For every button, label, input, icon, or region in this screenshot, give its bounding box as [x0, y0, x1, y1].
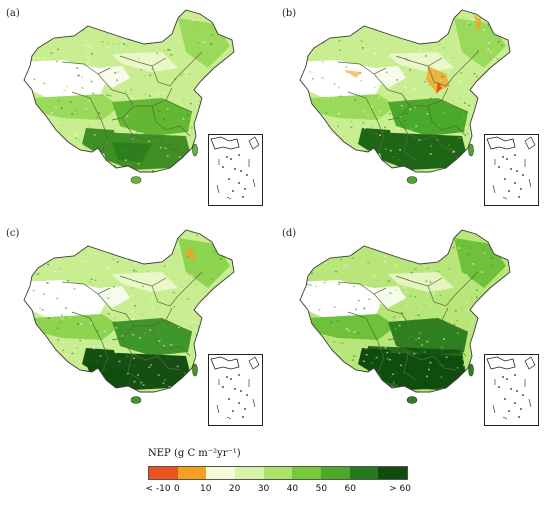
map-panel-b: (b): [278, 2, 548, 212]
china-nep-map: [23, 9, 235, 184]
legend-tick-label: 50: [315, 484, 328, 494]
panel-label-c: (c): [6, 228, 20, 239]
legend-tick-label: < -10: [145, 484, 171, 494]
legend-tick-label: 60: [344, 484, 356, 494]
legend-swatch-2: [206, 467, 236, 479]
color-legend: NEP (g C m⁻²yr⁻¹) < -10 0 10 20 30 40 50 60 > 60: [145, 448, 411, 504]
china-nep-map: [299, 9, 511, 184]
legend-colorbar: [148, 466, 408, 480]
legend-tick-label: 20: [228, 484, 241, 494]
map-panel-d: (d): [278, 222, 548, 432]
legend-swatch-4: [263, 467, 293, 479]
legend-swatch-8: [378, 467, 408, 479]
legend-tick-label: 0: [174, 484, 180, 494]
legend-tick-label: > 60: [389, 484, 411, 494]
panel-label-a: (a): [6, 8, 20, 19]
legend-swatch-1: [177, 467, 207, 479]
panel-label-d: (d): [282, 228, 297, 239]
china-nep-map: [23, 229, 235, 404]
map-panel-a: (a): [2, 2, 272, 212]
legend-title: NEP (g C m⁻²yr⁻¹): [148, 448, 241, 459]
legend-swatch-5: [292, 467, 322, 479]
south-china-sea-inset: [484, 354, 539, 426]
panel-label-b: (b): [282, 8, 297, 19]
map-panel-c: (c): [2, 222, 272, 432]
south-china-sea-inset: [208, 354, 263, 426]
legend-tick-label: 40: [286, 484, 299, 494]
south-china-sea-inset: [484, 134, 539, 206]
legend-tick-label: 30: [257, 484, 270, 494]
legend-swatch-0: [149, 467, 178, 479]
legend-tick-label: 10: [200, 484, 212, 494]
legend-swatch-6: [321, 467, 350, 479]
south-china-sea-inset: [208, 134, 263, 206]
china-nep-map: [299, 229, 511, 404]
legend-swatch-7: [349, 467, 379, 479]
legend-swatch-3: [235, 467, 264, 479]
